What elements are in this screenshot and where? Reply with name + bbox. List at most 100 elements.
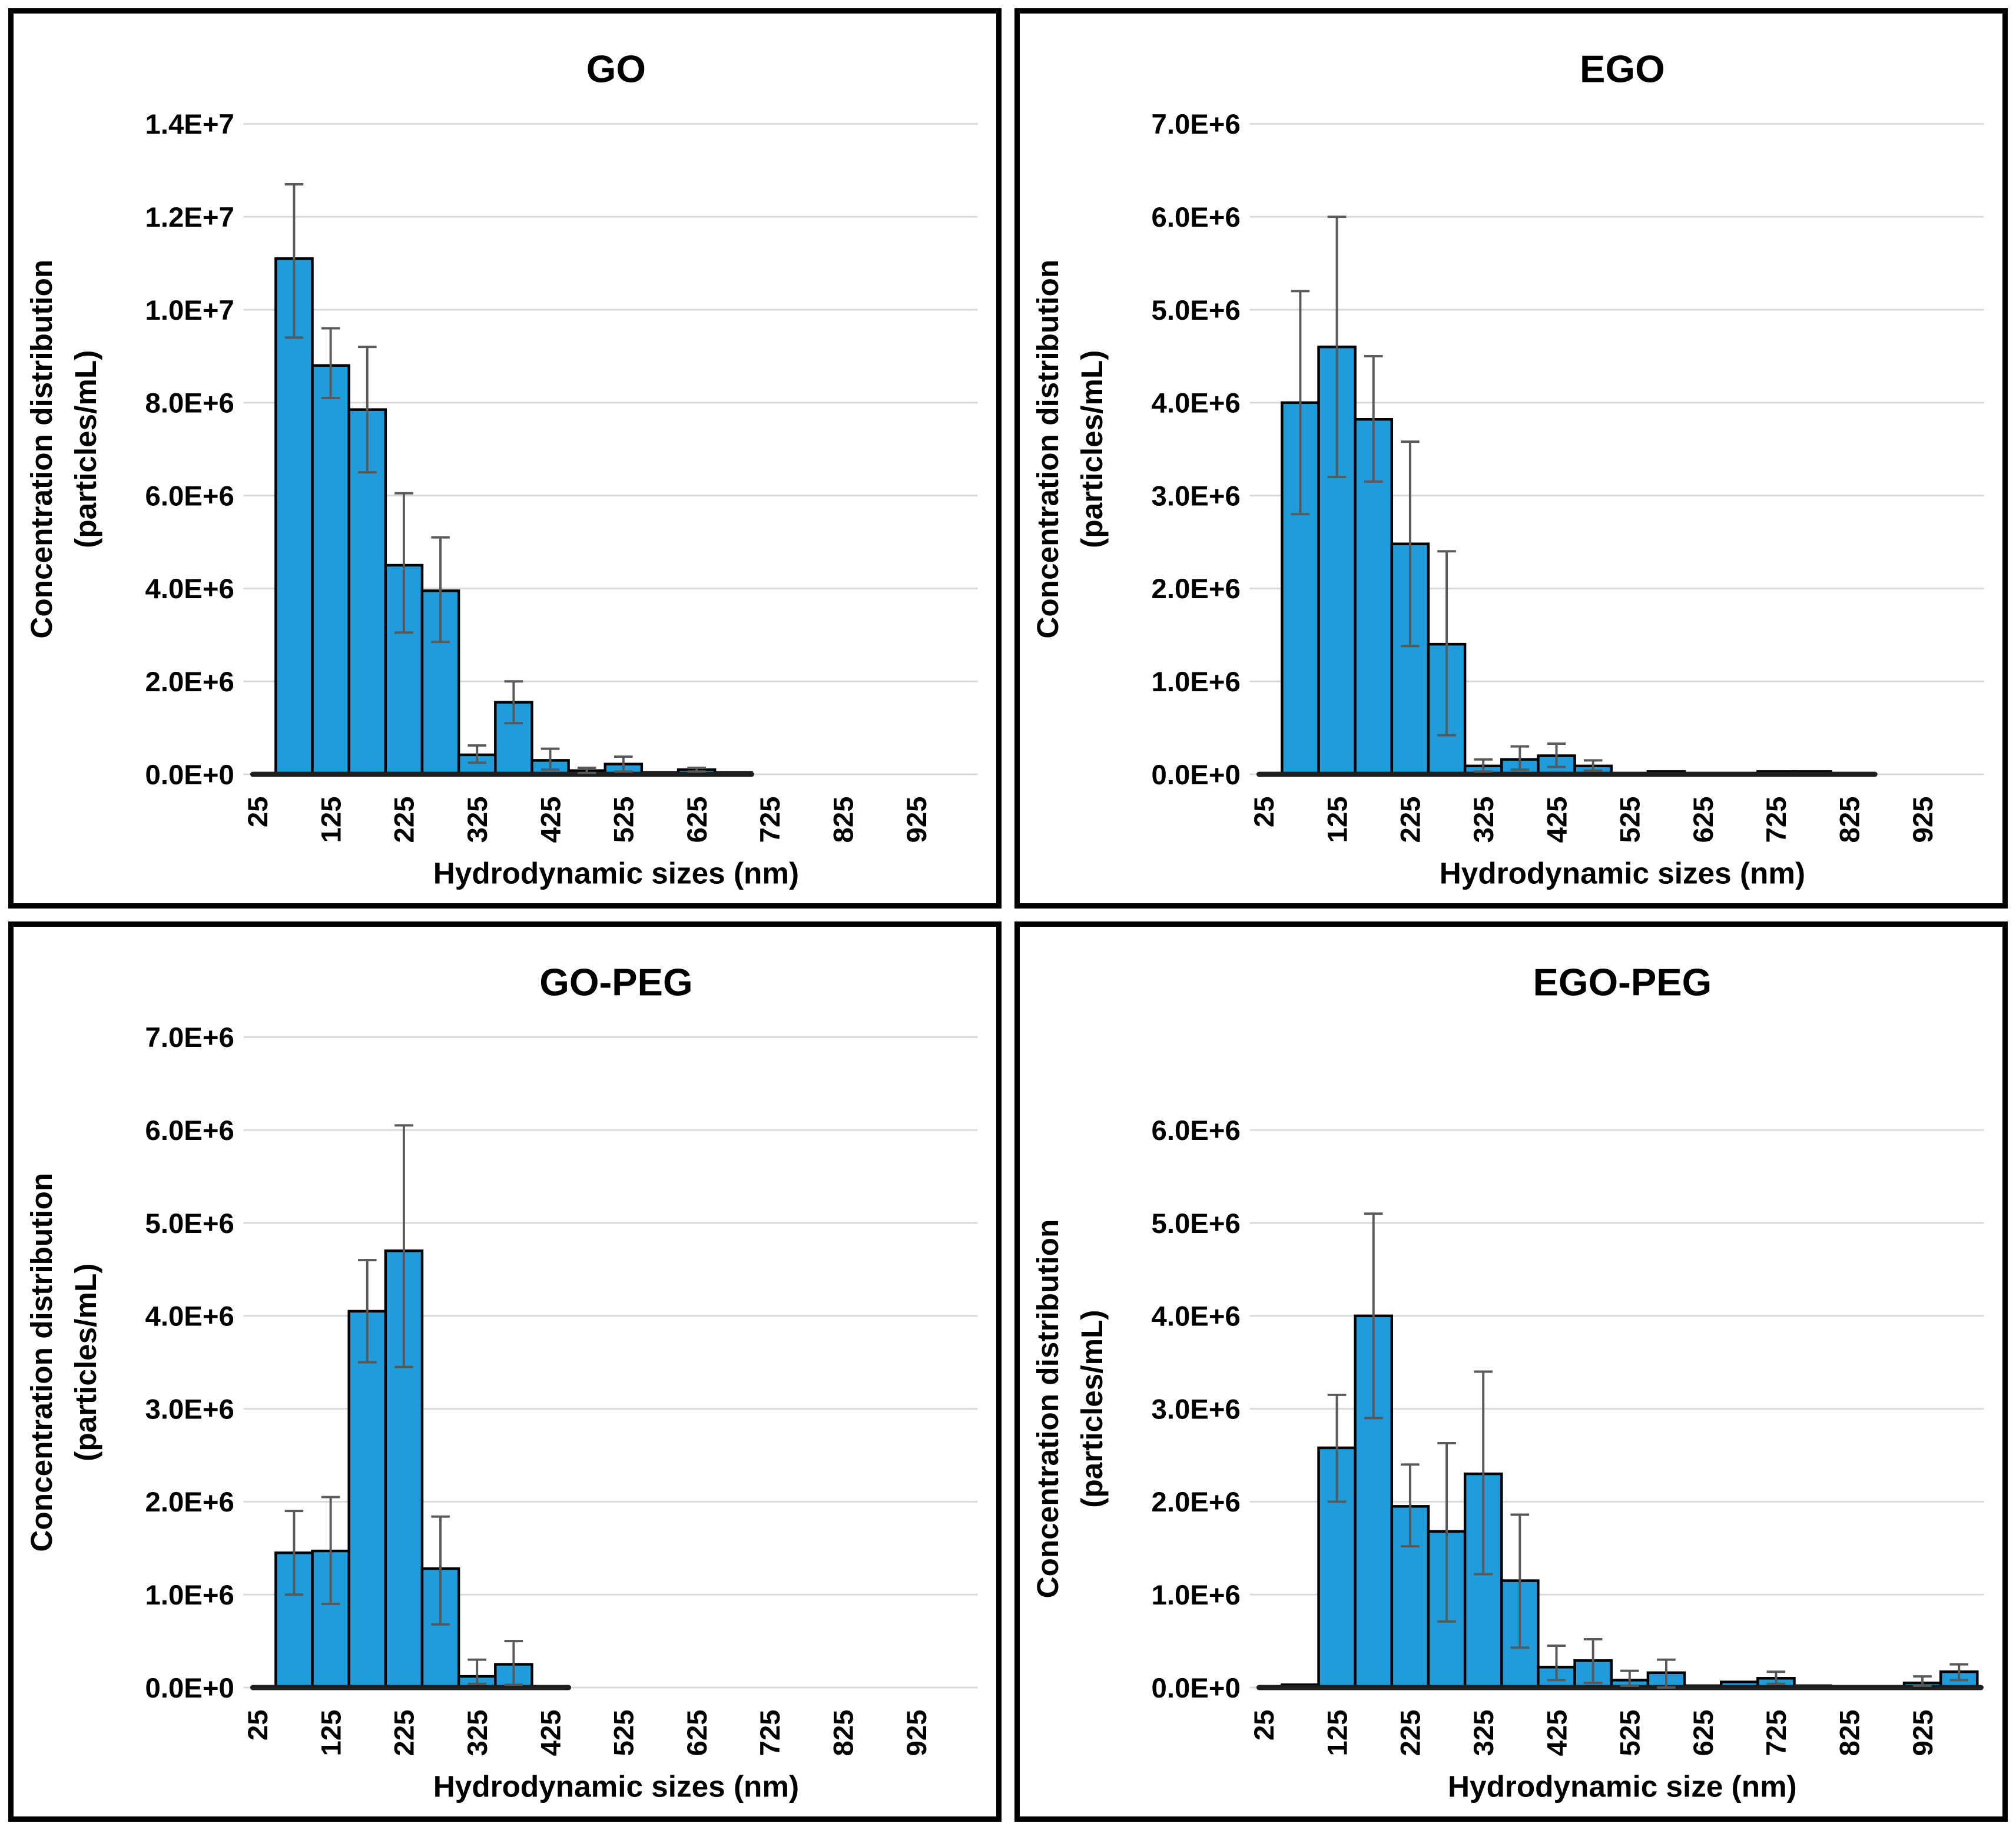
svg-text:1.4E+7: 1.4E+7: [145, 109, 234, 140]
svg-text:625: 625: [682, 1710, 713, 1756]
plot-area: 0.0E+0 1.0E+6 2.0E+6 3.0E+6 4.0E+6 5.0E+6 6.0E…: [1151, 109, 1984, 843]
svg-text:425: 425: [535, 797, 566, 843]
x-axis-title: Hydrodynamic sizes (nm): [433, 1769, 799, 1803]
svg-text:6.0E+6: 6.0E+6: [145, 480, 234, 512]
svg-text:4.0E+6: 4.0E+6: [1151, 388, 1240, 419]
svg-text:825: 825: [828, 797, 860, 843]
svg-text:3.0E+6: 3.0E+6: [145, 1394, 234, 1425]
svg-text:7.0E+6: 7.0E+6: [145, 1022, 234, 1053]
svg-text:525: 525: [609, 797, 640, 843]
svg-text:2.0E+6: 2.0E+6: [145, 1487, 234, 1518]
svg-text:1.0E+7: 1.0E+7: [145, 295, 234, 326]
svg-text:125: 125: [316, 797, 347, 843]
svg-text:325: 325: [462, 1710, 493, 1756]
svg-text:725: 725: [755, 797, 786, 843]
y-axis-title-line2: (particles/mL): [1075, 1309, 1109, 1507]
svg-text:6.0E+6: 6.0E+6: [1151, 1115, 1240, 1146]
svg-text:525: 525: [1615, 1710, 1646, 1756]
chart-title: EGO-PEG: [1533, 960, 1712, 1003]
svg-text:4.0E+6: 4.0E+6: [1151, 1301, 1240, 1332]
svg-text:5.0E+6: 5.0E+6: [145, 1208, 234, 1239]
svg-text:925: 925: [901, 797, 933, 843]
svg-text:125: 125: [1322, 1710, 1353, 1756]
svg-text:825: 825: [828, 1710, 860, 1756]
svg-text:25: 25: [1249, 797, 1280, 828]
go-bar-chart: GO Concentration distribution (particles…: [25, 47, 978, 890]
chart-panel-ego: EGO Concentration distribution (particle…: [1014, 8, 2008, 909]
svg-text:5.0E+6: 5.0E+6: [1151, 295, 1240, 326]
svg-text:1.0E+6: 1.0E+6: [1151, 1580, 1240, 1611]
svg-text:425: 425: [535, 1710, 566, 1756]
svg-text:1.2E+7: 1.2E+7: [145, 202, 234, 233]
svg-text:625: 625: [682, 797, 713, 843]
svg-text:0.0E+0: 0.0E+0: [1151, 760, 1240, 791]
chart-panel-ego-peg: EGO-PEG Concentration distribution (part…: [1014, 921, 2008, 1822]
chart-title: GO: [586, 47, 646, 90]
svg-text:125: 125: [316, 1710, 347, 1756]
svg-text:525: 525: [609, 1710, 640, 1756]
svg-text:625: 625: [1688, 797, 1719, 843]
ego-bar-chart: EGO Concentration distribution (particle…: [1031, 47, 1984, 890]
svg-text:625: 625: [1688, 1710, 1719, 1756]
svg-text:425: 425: [1541, 1710, 1573, 1756]
y-axis-title-line2: (particles/mL): [69, 350, 102, 548]
svg-text:8.0E+6: 8.0E+6: [145, 388, 234, 419]
svg-text:0.0E+0: 0.0E+0: [145, 1673, 234, 1704]
svg-text:925: 925: [901, 1710, 933, 1756]
svg-text:5.0E+6: 5.0E+6: [1151, 1208, 1240, 1239]
chart-title: GO-PEG: [539, 960, 692, 1003]
y-axis-title-line1: Concentration distribution: [25, 1173, 58, 1552]
plot-area: 0.0E+0 1.0E+6 2.0E+6 3.0E+6 4.0E+6 5.0E+6 6.0E…: [145, 1022, 978, 1756]
svg-text:825: 825: [1835, 1710, 1866, 1756]
svg-text:925: 925: [1908, 1710, 1939, 1756]
svg-text:525: 525: [1615, 797, 1646, 843]
x-axis-title: Hydrodynamic sizes (nm): [433, 856, 799, 890]
chart-panel-go: GO Concentration distribution (particles…: [8, 8, 1002, 909]
svg-text:6.0E+6: 6.0E+6: [145, 1115, 234, 1146]
y-axis-title-line2: (particles/mL): [69, 1264, 102, 1461]
svg-text:925: 925: [1908, 797, 1939, 843]
svg-text:1.0E+6: 1.0E+6: [1151, 667, 1240, 698]
svg-text:2.0E+6: 2.0E+6: [145, 667, 234, 698]
svg-text:225: 225: [389, 797, 420, 843]
ego-peg-bar-chart: EGO-PEG Concentration distribution (part…: [1031, 960, 1984, 1803]
go-peg-bar-chart: GO-PEG Concentration distribution (parti…: [25, 960, 978, 1803]
svg-text:4.0E+6: 4.0E+6: [145, 1301, 234, 1332]
svg-text:225: 225: [1395, 1710, 1427, 1756]
svg-text:325: 325: [1468, 1710, 1500, 1756]
y-axis-title-line1: Concentration distribution: [25, 260, 58, 639]
svg-text:425: 425: [1541, 797, 1573, 843]
svg-text:3.0E+6: 3.0E+6: [1151, 1394, 1240, 1425]
svg-text:825: 825: [1835, 797, 1866, 843]
svg-text:25: 25: [1249, 1710, 1280, 1741]
svg-text:6.0E+6: 6.0E+6: [1151, 202, 1240, 233]
svg-text:325: 325: [462, 797, 493, 843]
y-axis-title-line2: (particles/mL): [1075, 350, 1109, 548]
svg-text:25: 25: [243, 1710, 274, 1741]
svg-text:225: 225: [389, 1710, 420, 1756]
x-axis-title: Hydrodynamic sizes (nm): [1440, 856, 1805, 890]
svg-text:3.0E+6: 3.0E+6: [1151, 480, 1240, 512]
svg-text:725: 725: [1761, 797, 1792, 843]
x-axis-title: Hydrodynamic size (nm): [1448, 1769, 1797, 1803]
svg-text:1.0E+6: 1.0E+6: [145, 1580, 234, 1611]
svg-text:325: 325: [1468, 797, 1500, 843]
svg-text:7.0E+6: 7.0E+6: [1151, 109, 1240, 140]
svg-text:725: 725: [1761, 1710, 1792, 1756]
svg-text:125: 125: [1322, 797, 1353, 843]
plot-area: 0.0E+0 1.0E+6 2.0E+6 3.0E+6 4.0E+6 5.0E+6 6.0E…: [1151, 1115, 1984, 1756]
svg-text:725: 725: [755, 1710, 786, 1756]
svg-text:4.0E+6: 4.0E+6: [145, 573, 234, 605]
svg-text:225: 225: [1395, 797, 1427, 843]
svg-text:0.0E+0: 0.0E+0: [145, 760, 234, 791]
svg-text:25: 25: [243, 797, 274, 828]
y-axis-title-line1: Concentration distribution: [1031, 1219, 1065, 1599]
chart-panel-go-peg: GO-PEG Concentration distribution (parti…: [8, 921, 1002, 1822]
plot-area: 0.0E+0 2.0E+6 4.0E+6 6.0E+6 8.0E+6 1.0E+7 1.2E…: [145, 109, 978, 843]
svg-text:0.0E+0: 0.0E+0: [1151, 1673, 1240, 1704]
svg-text:2.0E+6: 2.0E+6: [1151, 573, 1240, 605]
chart-title: EGO: [1580, 47, 1665, 90]
svg-text:2.0E+6: 2.0E+6: [1151, 1487, 1240, 1518]
y-axis-title-line1: Concentration distribution: [1031, 260, 1065, 639]
